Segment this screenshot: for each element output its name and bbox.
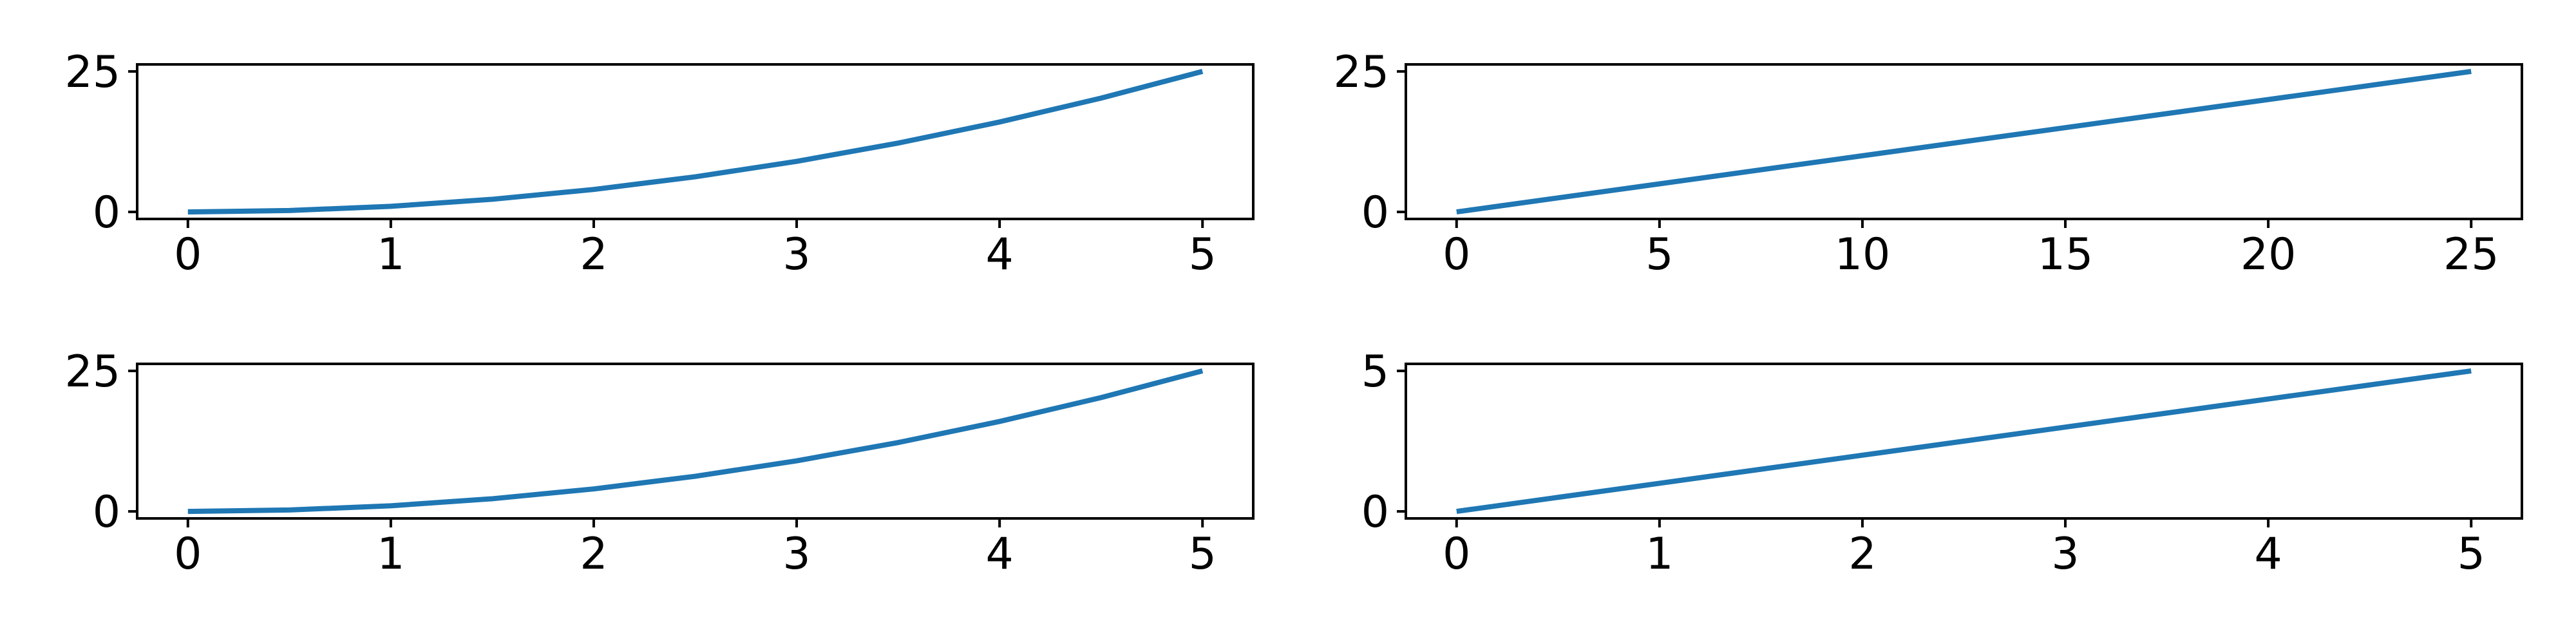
y-tick-label: 5	[1361, 346, 1389, 397]
x-tick-label: 1	[377, 529, 404, 580]
x-tick-label: 5	[1189, 229, 1217, 280]
y-tick-label: 0	[1361, 487, 1389, 538]
axes-frame	[1405, 63, 2523, 220]
x-tick-label: 0	[1443, 229, 1470, 280]
subplot-1: 0 1 2 3 4 5 0 25	[64, 47, 1255, 280]
axes-frame	[1405, 363, 2523, 520]
x-tick-label: 2	[580, 229, 607, 280]
axes-frame	[136, 363, 1255, 520]
x-tick-label: 2	[580, 529, 607, 580]
x-tick-label: 25	[2443, 229, 2499, 280]
subplot-2: 0 5 10 15 20 25 0 25	[1333, 47, 2523, 280]
subplot-4: 0 1 2 3 4 5 0 5	[1361, 346, 2523, 580]
x-tick-label: 3	[2051, 529, 2079, 580]
x-tick-label: 1	[1645, 529, 1673, 580]
x-tick-label: 0	[1443, 529, 1470, 580]
subplot-3: 0 1 2 3 4 5 0 25	[64, 346, 1255, 580]
x-tick-label: 15	[2038, 229, 2094, 280]
series-line-3-1	[187, 368, 1204, 515]
x-tick-label: 1	[377, 229, 404, 280]
y-tick-label: 0	[1361, 187, 1389, 238]
x-tick-label: 0	[174, 529, 202, 580]
axes-frame	[136, 63, 1255, 220]
x-tick-label: 3	[782, 229, 810, 280]
series-line-1-1	[187, 69, 1204, 215]
y-tick-label: 25	[1333, 47, 1389, 98]
series-line-2-1	[1456, 68, 2472, 215]
x-tick-label: 4	[986, 529, 1014, 580]
x-tick-label: 5	[1189, 529, 1217, 580]
x-tick-label: 3	[782, 529, 810, 580]
x-tick-label: 2	[1848, 529, 1876, 580]
series-line-4-1	[1456, 368, 2472, 515]
x-tick-label: 10	[1835, 229, 1891, 280]
y-tick-label: 25	[64, 47, 120, 98]
x-tick-label: 0	[174, 229, 202, 280]
y-tick-label: 0	[93, 187, 120, 238]
x-tick-label: 20	[2240, 229, 2297, 280]
x-tick-label: 4	[2255, 529, 2282, 580]
y-tick-label: 0	[93, 487, 120, 538]
y-tick-label: 25	[64, 346, 120, 397]
x-tick-label: 5	[2458, 529, 2485, 580]
x-tick-label: 4	[986, 229, 1014, 280]
x-tick-label: 5	[1645, 229, 1673, 280]
